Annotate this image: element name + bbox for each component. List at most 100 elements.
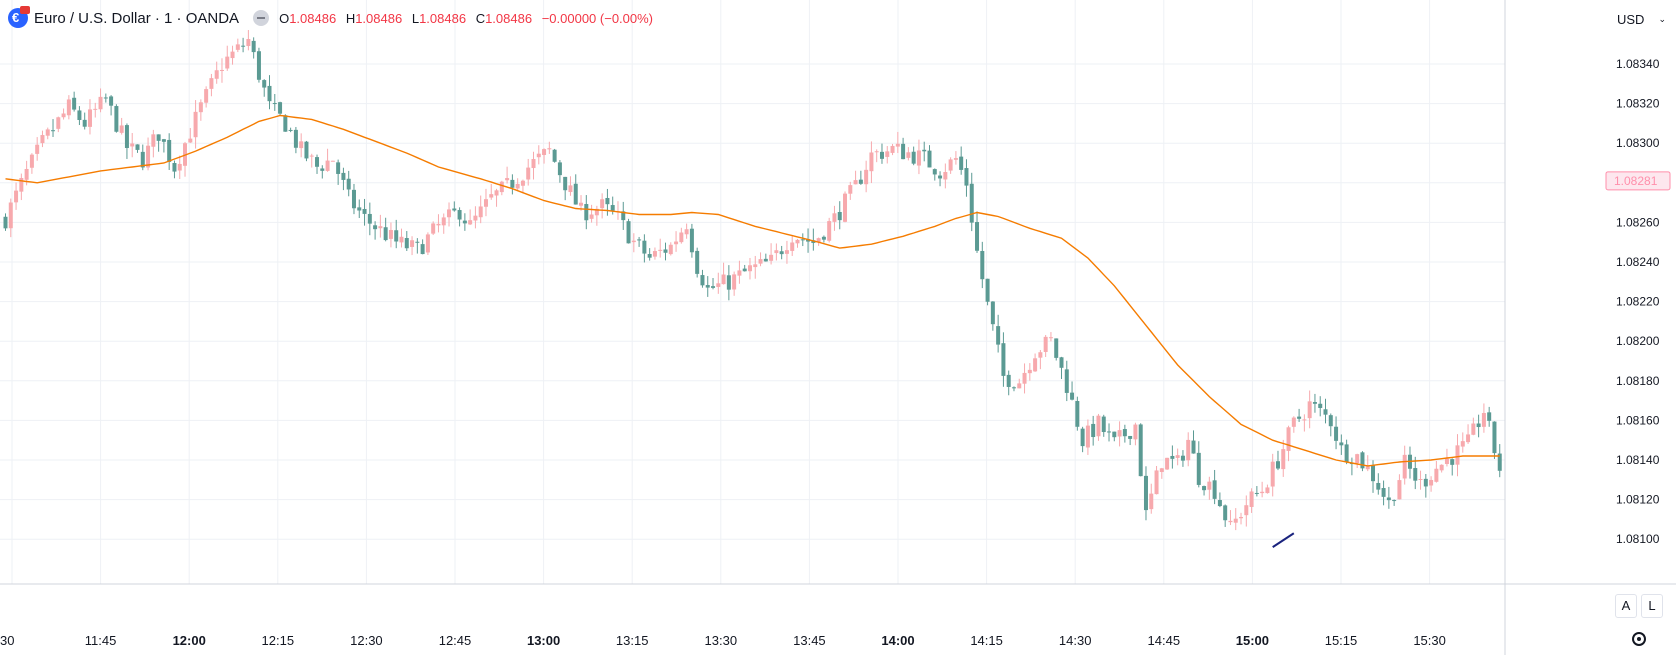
candle-down <box>1202 486 1207 491</box>
candle-down <box>647 254 652 258</box>
candle-up <box>721 274 726 285</box>
candle-up <box>198 102 203 113</box>
auto-scale-button[interactable]: A <box>1615 594 1637 618</box>
candle-down <box>911 151 916 164</box>
candle-up <box>948 159 953 171</box>
candle-down <box>1196 452 1201 485</box>
candle-down <box>637 239 642 241</box>
candle-up <box>679 232 684 243</box>
candle-up <box>1471 423 1476 435</box>
candle-down <box>1170 455 1175 459</box>
candle-up <box>732 274 737 290</box>
candle-up <box>1429 479 1434 486</box>
candle-up <box>674 241 679 245</box>
candle-down <box>161 139 166 142</box>
candle-up <box>1043 336 1048 352</box>
candle-down <box>383 227 388 241</box>
candle-down <box>1122 429 1127 437</box>
y-tick-label: 1.08240 <box>1616 255 1660 269</box>
candle-up <box>209 78 214 89</box>
candle-down <box>82 119 87 127</box>
symbol-title[interactable]: Euro / U.S. Dollar · 1 · OANDA <box>34 9 240 27</box>
candle-up <box>1133 424 1138 440</box>
candle-down <box>1312 402 1317 404</box>
candle-up <box>1175 455 1180 458</box>
candle-up <box>399 236 404 243</box>
candle-up <box>56 117 61 129</box>
close-label: C <box>475 10 486 26</box>
candle-up <box>19 178 24 192</box>
x-tick-label: 13:45 <box>793 633 826 648</box>
candle-down <box>1059 357 1064 368</box>
candle-up <box>1281 449 1286 470</box>
candle-down <box>584 204 589 221</box>
candle-up <box>1228 520 1233 523</box>
currency-select[interactable]: USD ⌄ <box>1611 5 1667 33</box>
y-tick-label: 1.08200 <box>1616 334 1660 348</box>
candle-up <box>441 217 446 226</box>
candle-down <box>1492 421 1497 454</box>
minus-icon[interactable] <box>253 10 270 26</box>
candle-up <box>230 51 235 59</box>
candle-down <box>557 162 562 176</box>
candle-up <box>1048 337 1053 339</box>
candle-up <box>483 199 488 207</box>
low-value: 1.08486 <box>419 10 467 26</box>
log-scale-button[interactable]: L <box>1641 594 1663 618</box>
candle-up <box>66 99 71 116</box>
candle-down <box>373 225 378 230</box>
candle-up <box>1022 372 1027 384</box>
candle-up <box>579 202 584 206</box>
candle-down <box>156 134 161 141</box>
high-value: 1.08486 <box>355 10 403 26</box>
candle-up <box>547 148 552 150</box>
candle-down <box>457 210 462 220</box>
open-value: 1.08486 <box>289 10 337 26</box>
currency-label: USD <box>1617 11 1645 27</box>
candle-up <box>1159 468 1164 473</box>
candle-up <box>431 223 436 234</box>
candle-up <box>35 144 40 154</box>
candle-up <box>864 169 869 185</box>
candle-down <box>990 301 995 325</box>
candle-down <box>283 115 288 132</box>
candle-down <box>1392 500 1397 502</box>
candle-up <box>1286 427 1291 451</box>
candle-up <box>146 145 151 168</box>
x-tick-label: 15:30 <box>1413 633 1446 648</box>
candle-up <box>843 193 848 222</box>
candle-up <box>1455 445 1460 465</box>
candle-up <box>1027 369 1032 374</box>
candle-down <box>821 236 826 240</box>
candle-up <box>1165 457 1170 470</box>
candle-up <box>589 214 594 219</box>
candle-down <box>262 80 267 88</box>
candle-up <box>753 264 758 268</box>
candle-up <box>943 172 948 180</box>
x-tick-label: 12:45 <box>439 633 472 648</box>
gear-icon[interactable] <box>1632 632 1646 646</box>
x-tick-label: 14:15 <box>970 633 1003 648</box>
candle-up <box>188 138 193 143</box>
candle-down <box>959 156 964 170</box>
candle-up <box>600 199 605 209</box>
candle-up <box>378 226 383 229</box>
candle-up <box>1239 516 1244 519</box>
candle-up <box>668 244 673 255</box>
high-label: H <box>345 10 356 26</box>
candle-down <box>1450 459 1455 465</box>
candle-down <box>742 268 747 272</box>
candle-up <box>309 155 314 157</box>
candle-down <box>1487 412 1492 421</box>
candle-up <box>895 143 900 147</box>
candle-up <box>953 158 958 160</box>
candle-up <box>890 145 895 153</box>
candle-up <box>204 89 209 103</box>
ohlc-values: O1.08486 H1.08486 L1.08486 C1.08486 −0.0… <box>279 11 659 26</box>
candle-down <box>621 211 626 221</box>
candle-up <box>87 109 92 127</box>
candle-up <box>225 56 230 69</box>
candle-down <box>980 250 985 280</box>
annotations <box>1272 532 1295 548</box>
